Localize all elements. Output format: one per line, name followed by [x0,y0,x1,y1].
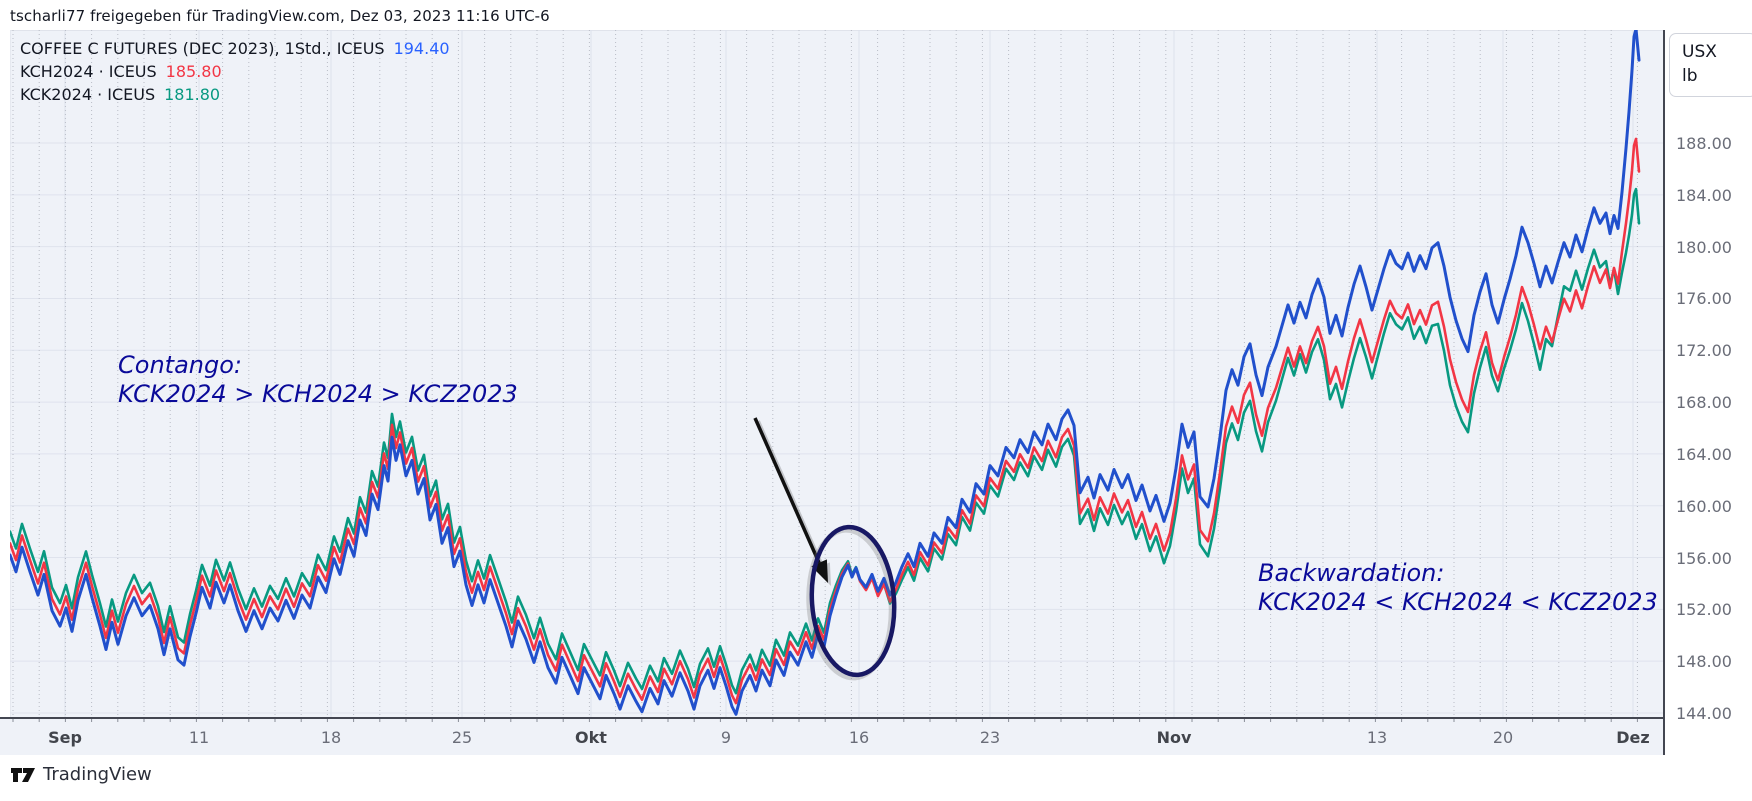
footer-brand[interactable]: TradingView [10,764,152,785]
time-tick-label: 18 [320,728,342,747]
time-tick-label: Sep [48,728,82,747]
legend-kch-label: KCH2024 · ICEUS [20,62,157,81]
time-tick-label: 9 [720,728,732,747]
legend-row-kch2024[interactable]: KCH2024 · ICEUS 185.80 [20,62,222,81]
legend-main-label: COFFEE C FUTURES (DEC 2023), 1Std., ICEU… [20,39,385,58]
price-tick-label: 164.00 [1676,444,1732,464]
price-tick-label: 144.00 [1676,704,1732,723]
price-tick-label: 156.00 [1676,548,1732,568]
price-tick-label: 180.00 [1676,237,1732,257]
price-tick-label: 188.00 [1676,134,1732,153]
time-tick-label: 11 [188,728,210,747]
legend-row-kck2024[interactable]: KCK2024 · ICEUS 181.80 [20,85,220,104]
legend-kck-value: 181.80 [164,85,221,104]
contango-title: Contango: [118,351,242,379]
backwardation-formula: KCK2024 < KCH2024 < KCZ2023 [1258,588,1658,616]
price-tick-label: 160.00 [1676,496,1732,516]
time-tick-label: 25 [451,728,473,747]
share-watermark: tscharli77 freigegeben für TradingView.c… [10,7,550,25]
legend-kch-value: 185.80 [165,62,222,81]
time-axis-border [0,717,1663,719]
time-tick-label: Dez [1616,728,1650,747]
price-unit-box: USX lb [1669,33,1752,97]
tradingview-logo-icon [11,767,35,782]
legend-main-value: 194.40 [393,39,450,58]
price-tick-label: 152.00 [1676,600,1732,620]
price-tick-label: 172.00 [1676,341,1732,361]
time-tick-label: 23 [979,728,1001,747]
backwardation-title: Backwardation: [1258,559,1445,587]
contango-formula: KCK2024 > KCH2024 > KCZ2023 [118,380,518,408]
footer-brand-text: TradingView [43,764,152,785]
price-axis-border [1663,30,1665,755]
price-tick-label: 184.00 [1676,185,1732,205]
price-tick-label: 148.00 [1676,652,1732,672]
price-unit-line2: lb [1682,66,1698,86]
time-tick-label: 20 [1492,728,1514,747]
price-tick-label: 168.00 [1676,393,1732,413]
time-tick-label: Nov [1156,728,1192,747]
legend-row-main[interactable]: COFFEE C FUTURES (DEC 2023), 1Std., ICEU… [20,39,450,58]
legend-kck-label: KCK2024 · ICEUS [20,85,156,104]
time-tick-label: 13 [1366,728,1388,747]
price-unit-line1: USX [1682,42,1717,62]
time-tick-label: Okt [575,728,607,747]
price-tick-label: 176.00 [1676,289,1732,309]
contango-annotation: Contango: KCK2024 > KCH2024 > KCZ2023 [118,351,518,409]
backwardation-annotation: Backwardation: KCK2024 < KCH2024 < KCZ20… [1258,559,1658,617]
time-tick-label: 16 [848,728,870,747]
time-axis-strip[interactable] [0,719,1663,755]
